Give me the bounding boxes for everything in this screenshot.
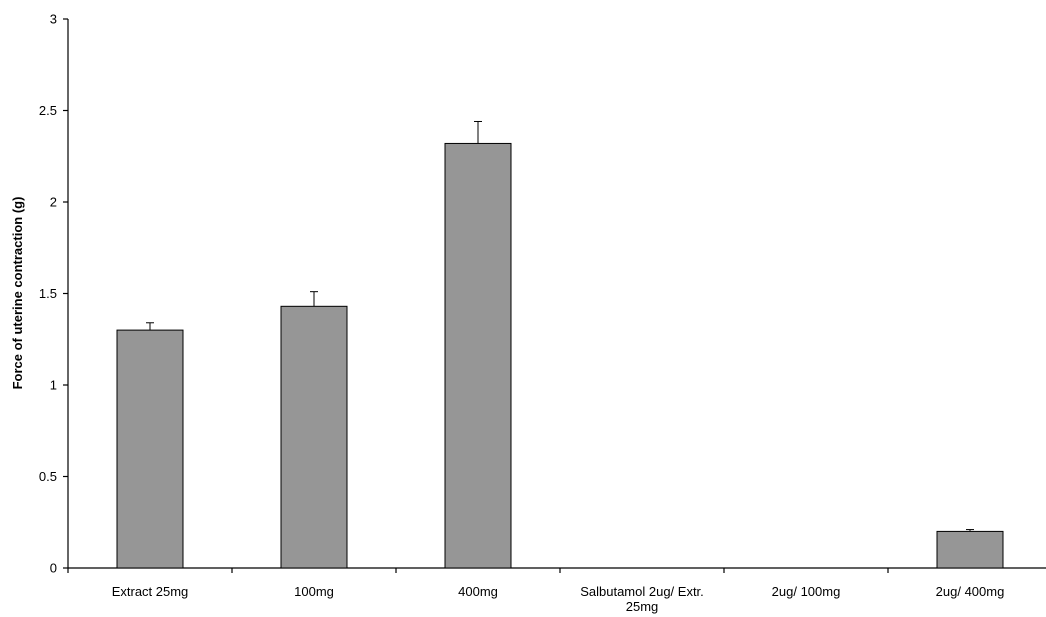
x-tick-label: 100mg: [294, 584, 334, 599]
bar: [116, 329, 184, 569]
x-tick-label: 2ug/ 100mg: [772, 584, 841, 599]
y-tick-labels: 0 0.5 1 1.5 2 2.5 3: [39, 12, 57, 576]
y-tick-label: 0: [50, 561, 57, 576]
axes: [63, 18, 1046, 573]
x-tick-label: 25mg: [626, 599, 659, 614]
x-tick-label: 2ug/ 400mg: [936, 584, 1005, 599]
y-axis-label-group: Force of uterine contraction (g): [10, 197, 25, 390]
y-tick-label: 2: [50, 195, 57, 210]
bars: [116, 142, 1004, 569]
bar: [280, 305, 348, 569]
x-tick-labels: Extract 25mg 100mg 400mg Salbutamol 2ug/ Ex…: [112, 584, 1005, 614]
y-axis-label: Force of uterine contraction (g): [10, 197, 25, 390]
y-tick-label: 1: [50, 378, 57, 393]
x-tick-label: Extract 25mg: [112, 584, 189, 599]
error-bars: [146, 120, 974, 532]
bar: [936, 530, 1004, 569]
x-tick-label: 400mg: [458, 584, 498, 599]
y-tick-label: 0.5: [39, 469, 57, 484]
bar: [444, 142, 512, 569]
x-tick-label: Salbutamol 2ug/ Extr.: [580, 584, 704, 599]
y-tick-label: 1.5: [39, 286, 57, 301]
y-tick-label: 3: [50, 12, 57, 27]
y-tick-label: 2.5: [39, 103, 57, 118]
